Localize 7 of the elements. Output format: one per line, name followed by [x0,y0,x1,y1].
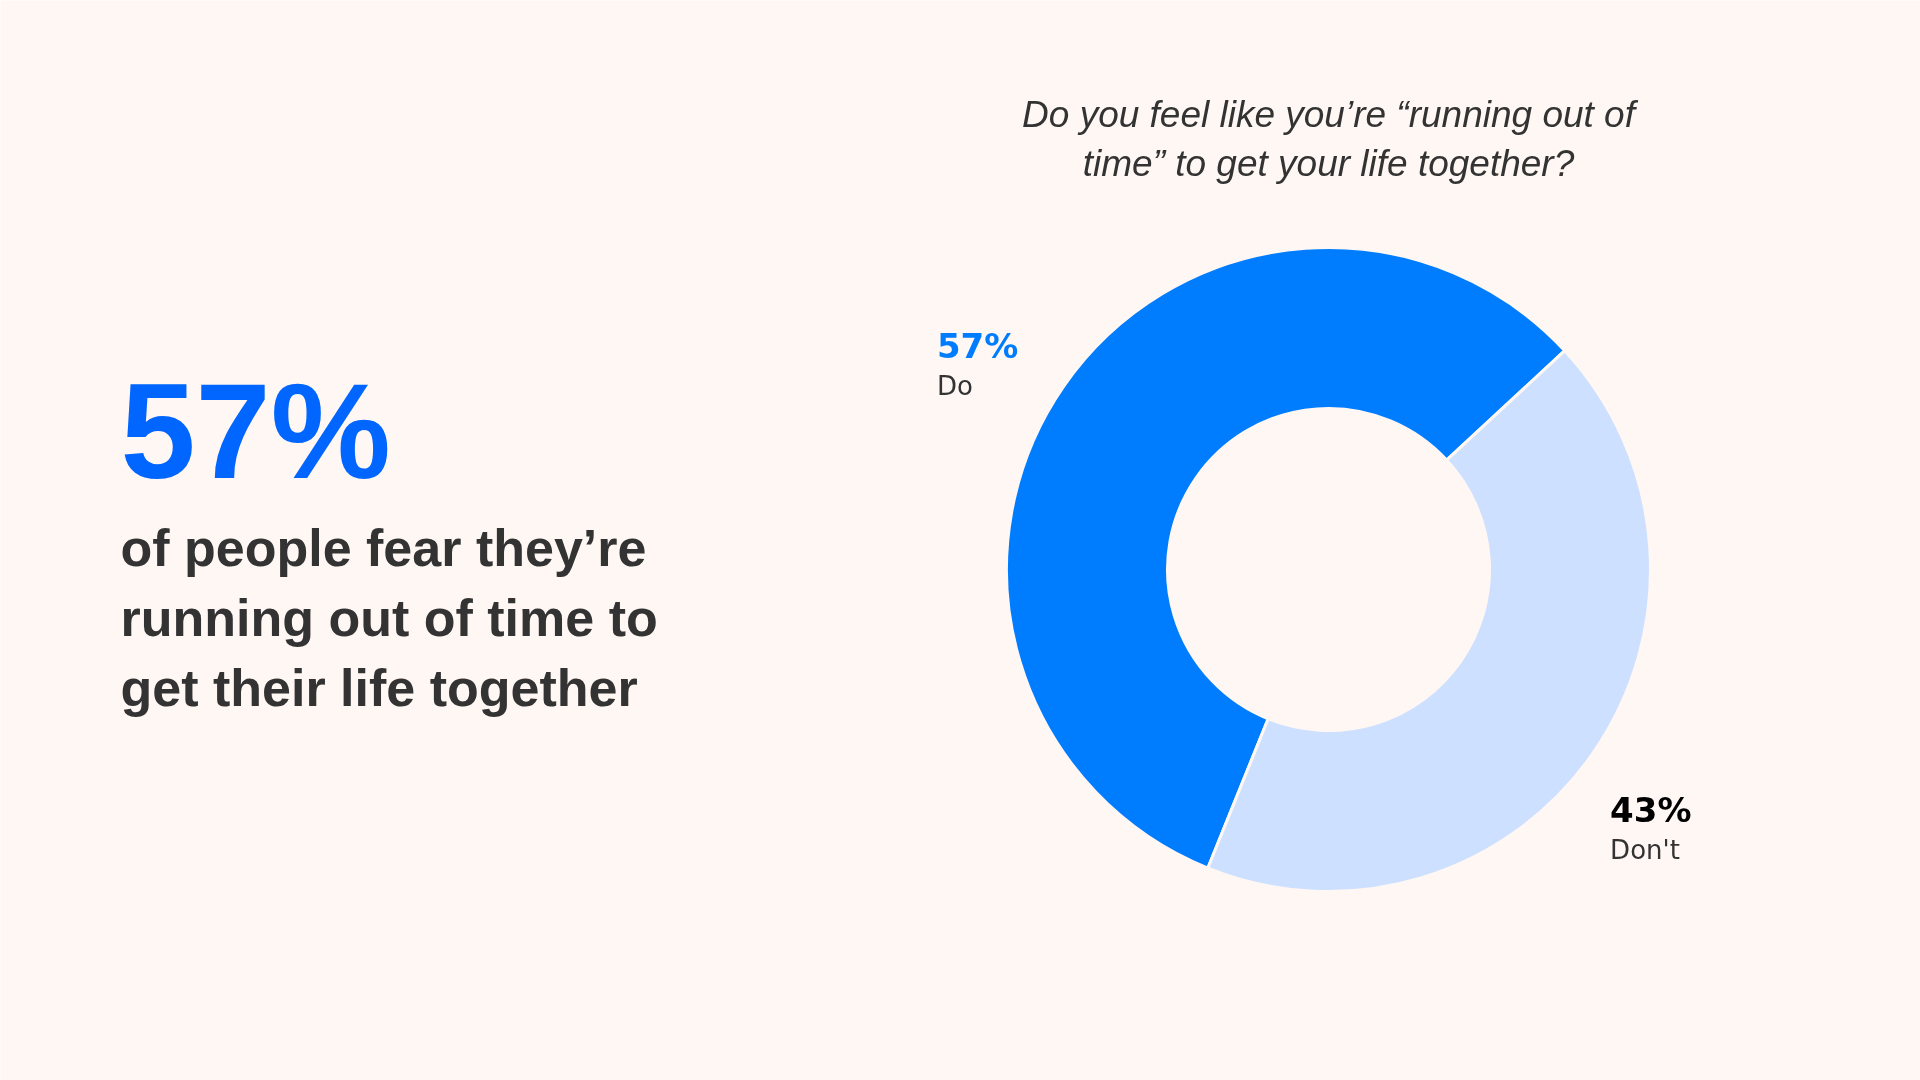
text: of people fear they’re running out of time to get their life together [120,519,658,718]
slice-label: Don't [1610,835,1680,866]
chart-title: Do you feel like you’re “running out of time” to get your life together? [1022,94,1639,185]
text: 57% [120,356,391,508]
slice-label: Do [936,370,973,401]
data-label: 43% [1610,790,1692,831]
data-label: 57% [936,325,1019,366]
